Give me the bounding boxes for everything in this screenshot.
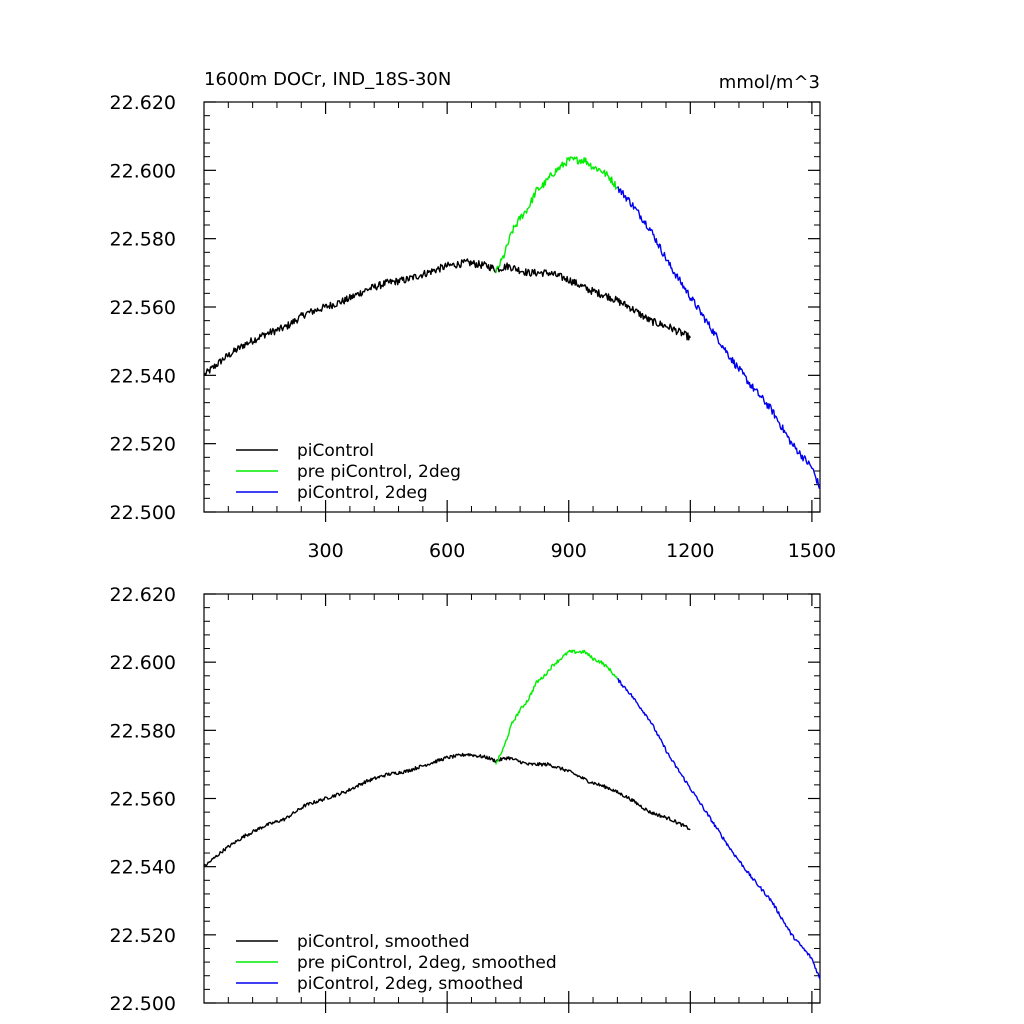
y-tick-label: 22.520 xyxy=(110,434,176,456)
y-tick-label: 22.560 xyxy=(110,297,176,319)
x-tick-label: 600 xyxy=(429,540,465,562)
y-tick-label: 22.520 xyxy=(110,925,176,947)
x-tick-label: 300 xyxy=(307,540,343,562)
y-tick-label: 22.600 xyxy=(110,160,176,182)
series-line-pre-picontrol-2deg xyxy=(495,156,618,273)
units-label: mmol/m^3 xyxy=(719,72,820,93)
y-tick-label: 22.500 xyxy=(110,993,176,1015)
series-line-picontrol-2deg xyxy=(617,186,821,489)
legend-label: pre piControl, 2deg xyxy=(297,462,461,482)
y-tick-label: 22.540 xyxy=(110,365,176,387)
y-tick-label: 22.580 xyxy=(110,229,176,251)
panel-top: 22.500 22.520 22.540 22.560 22.580 22.600 22.6… xyxy=(110,92,837,562)
panel-bottom: 22.500 22.520 22.540 22.560 22.580 22.600 22.6… xyxy=(110,584,821,1015)
legend-label: piControl, 2deg xyxy=(297,483,428,503)
x-tick-label: 1200 xyxy=(666,540,714,562)
legend-label: pre piControl, 2deg, smoothed xyxy=(297,953,557,973)
y-tick-label: 22.620 xyxy=(110,92,176,114)
y-tick-label: 22.560 xyxy=(110,789,176,811)
x-tick-label: 900 xyxy=(551,540,587,562)
x-tick-label: 1500 xyxy=(788,540,836,562)
y-tick-label: 22.500 xyxy=(110,502,176,524)
legend-label: piControl xyxy=(297,441,374,461)
y-tick-label: 22.580 xyxy=(110,720,176,742)
series-line-picontrol xyxy=(203,258,691,377)
series-line-picontrol-2deg-smoothed xyxy=(617,678,821,980)
legend-label: piControl, 2deg, smoothed xyxy=(297,974,523,994)
series-line-pre-picontrol-2deg-smoothed xyxy=(495,649,619,765)
y-tick-label: 22.600 xyxy=(110,652,176,674)
y-tick-label: 22.540 xyxy=(110,857,176,879)
legend-label: piControl, smoothed xyxy=(297,932,470,952)
chart-title: 1600m DOCr, IND_18S-30N xyxy=(204,69,451,90)
series-line-picontrol-smoothed xyxy=(203,752,691,867)
y-tick-label: 22.620 xyxy=(110,584,176,606)
